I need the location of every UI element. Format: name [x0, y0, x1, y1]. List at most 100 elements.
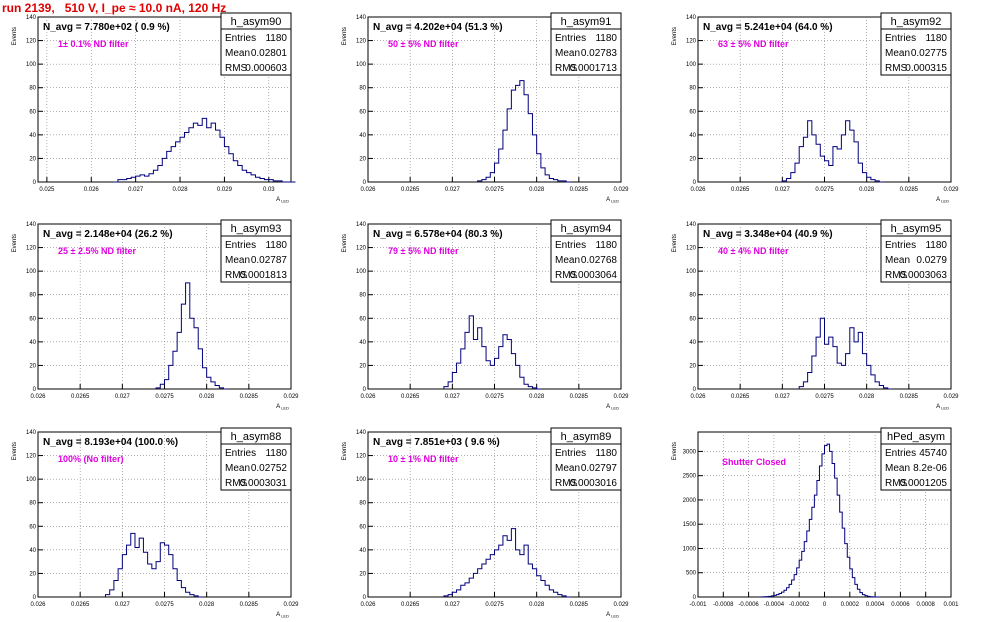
stats-value: 0.0001713	[570, 63, 618, 74]
x-tick-label: 0.0285	[570, 394, 589, 400]
x-tick-label: 0.0265	[71, 394, 90, 400]
navg-label: N_avg = 7.851e+03 ( 9.6 %)	[373, 437, 500, 448]
stats-value: 0.02775	[911, 48, 948, 59]
x-tick-label: 0.029	[613, 187, 629, 193]
stats-key: Mean	[225, 463, 250, 474]
x-tick-label: 0.0275	[155, 394, 174, 400]
y-tick-label: 100	[356, 269, 367, 275]
y-tick-label: 120	[686, 246, 697, 252]
y-axis-title: Events	[342, 234, 348, 252]
y-tick-label: 2000	[683, 498, 697, 504]
y-tick-label: 20	[689, 363, 696, 369]
navg-label: N_avg = 3.348e+04 (40.9 %)	[703, 229, 833, 240]
y-tick-label: 80	[359, 86, 366, 92]
x-tick-label: -0.0004	[764, 602, 785, 608]
stats-key: Entries	[225, 240, 256, 251]
filter-annotation: 10 ± 1% ND filter	[388, 454, 459, 464]
y-tick-label: 140	[686, 15, 697, 21]
stats-key: Entries	[225, 33, 256, 44]
x-tick-label: 0.0265	[731, 187, 750, 193]
x-tick-label: 0.0285	[570, 187, 589, 193]
x-tick-label: 0.027	[445, 602, 461, 608]
stats-value: 1180	[595, 448, 617, 459]
stats-name: h_asym93	[231, 223, 282, 235]
stats-key: Mean	[885, 463, 910, 474]
x-tick-label: 0.0265	[401, 394, 420, 400]
x-tick-label: 0.029	[217, 187, 233, 193]
x-tick-label: 0.026	[690, 187, 706, 193]
y-tick-label: 0	[363, 180, 367, 186]
histogram-line	[443, 528, 571, 598]
y-tick-label: 40	[29, 133, 36, 139]
stats-key: RMS	[225, 478, 248, 489]
y-tick-label: 60	[359, 109, 366, 115]
stats-key: RMS	[225, 270, 248, 281]
stats-key: Entries	[555, 448, 586, 459]
x-tick-label: 0.025	[39, 187, 55, 193]
stats-key: Entries	[225, 448, 256, 459]
y-tick-label: 20	[29, 156, 36, 162]
y-tick-label: 60	[689, 109, 696, 115]
x-tick-label: 0.0275	[485, 394, 504, 400]
filter-annotation: 79 ± 5% ND filter	[388, 246, 459, 256]
histogram-panel-0: 0.025 0.026 0.027 0.028 0.029 0.03 0 20 40 60 80 10…	[12, 12, 296, 204]
stats-key: Mean	[555, 48, 580, 59]
y-tick-label: 80	[29, 501, 36, 507]
stats-box	[880, 12, 952, 76]
x-tick-label: 0.029	[283, 394, 299, 400]
x-tick-label: 0.028	[529, 602, 545, 608]
filter-annotation: Shutter Closed	[722, 457, 786, 467]
x-tick-label: 0.027	[445, 394, 461, 400]
stats-value: 0.0279	[916, 255, 947, 266]
filter-annotation: 63 ± 5% ND filter	[718, 39, 789, 49]
x-tick-label: 0.0275	[815, 187, 834, 193]
x-tick-label: 0.03	[263, 187, 275, 193]
x-tick-label: 0.0006	[891, 602, 910, 608]
y-tick-label: 0	[33, 595, 37, 601]
stats-key: Mean	[225, 255, 250, 266]
y-tick-label: 60	[29, 109, 36, 115]
histogram-panel-5: 0.026 0.0265 0.027 0.0275 0.028 0.0285 0.029 0 2…	[672, 219, 959, 411]
y-tick-label: 2500	[683, 474, 697, 480]
stats-name: h_asym94	[561, 223, 612, 235]
y-tick-label: 100	[26, 62, 37, 68]
x-axis-title: A LED	[276, 612, 289, 619]
x-tick-label: 0.001	[943, 602, 959, 608]
x-tick-label: 0.029	[613, 394, 629, 400]
y-tick-label: 120	[26, 39, 37, 45]
x-tick-label: 0.027	[115, 602, 131, 608]
y-tick-label: 100	[356, 62, 367, 68]
stats-box	[220, 427, 292, 491]
histogram-line	[798, 317, 892, 390]
x-tick-label: 0.028	[173, 187, 189, 193]
stats-value: 0.000603	[245, 63, 287, 74]
histogram-line	[760, 443, 881, 598]
navg-label: N_avg = 8.193e+04 (100.0 %)	[43, 437, 178, 448]
x-axis-title: A LED	[276, 197, 289, 204]
y-tick-label: 120	[356, 454, 367, 460]
stats-box	[880, 427, 952, 491]
stats-key: Mean	[225, 48, 250, 59]
stats-box	[220, 12, 292, 76]
stats-value: 1180	[925, 240, 947, 251]
stats-key: Mean	[885, 255, 910, 266]
x-tick-label: 0.028	[529, 187, 545, 193]
x-tick-label: 0.026	[360, 394, 376, 400]
x-tick-label: 0.029	[943, 394, 959, 400]
stats-value: 0.02787	[251, 255, 288, 266]
x-tick-label: 0.0275	[485, 187, 504, 193]
y-tick-label: 140	[26, 430, 37, 436]
navg-label: N_avg = 5.241e+04 (64.0 %)	[703, 22, 833, 33]
stats-key: Entries	[885, 240, 916, 251]
y-axis-title: Events	[672, 27, 678, 45]
x-tick-label: 0.027	[775, 394, 791, 400]
stats-box	[550, 219, 622, 283]
y-tick-label: 40	[689, 340, 696, 346]
stats-box	[550, 427, 622, 491]
x-axis-title: A LED	[606, 404, 619, 411]
histogram-line	[155, 282, 228, 390]
x-tick-label: 0.028	[199, 602, 215, 608]
y-tick-label: 0	[693, 595, 697, 601]
y-tick-label: 40	[359, 548, 366, 554]
